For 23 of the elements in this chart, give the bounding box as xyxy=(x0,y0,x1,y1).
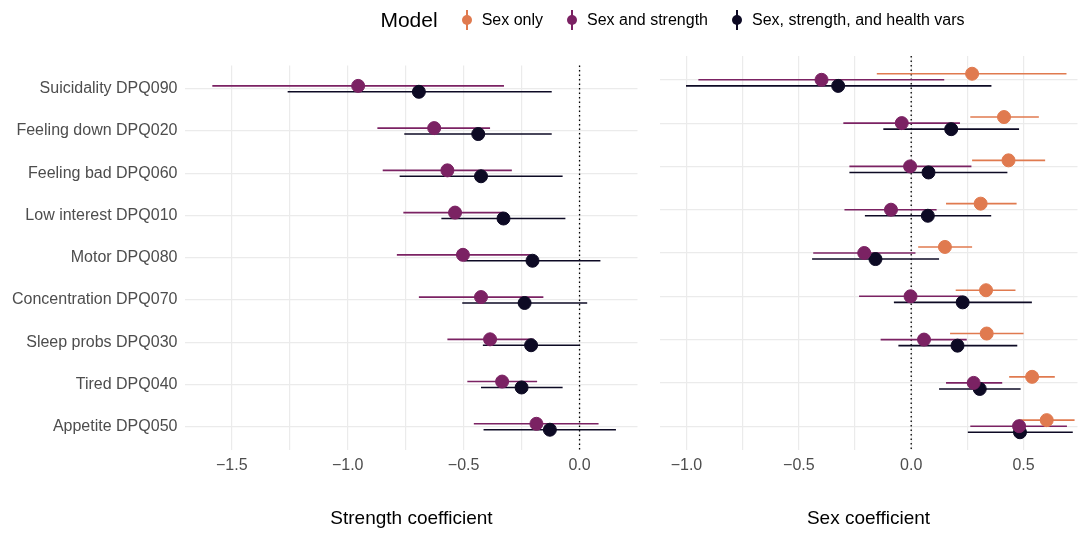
y-tick-label: Feeling bad DPQ060 xyxy=(27,163,178,181)
y-tick-label: Motor DPQ080 xyxy=(70,248,178,266)
x-tick-label: 0.0 xyxy=(568,456,591,474)
x-tick-label: 0.5 xyxy=(1012,456,1035,474)
legend-label: Sex and strength xyxy=(587,11,708,29)
y-tick-label: Low interest DPQ010 xyxy=(25,205,178,223)
y-tick-label: Suicidality DPQ090 xyxy=(39,79,178,97)
x-axis-title: Sex coefficient xyxy=(806,506,931,528)
legend-label: Sex, strength, and health vars xyxy=(751,11,965,29)
x-tick-label: −1.0 xyxy=(670,456,703,474)
y-tick-label: Sleep probs DPQ030 xyxy=(26,332,178,350)
x-tick-label: −1.5 xyxy=(216,456,248,474)
x-tick-label: −1.0 xyxy=(331,456,364,474)
legend-label: Sex only xyxy=(481,11,544,29)
y-tick-label: Tired DPQ040 xyxy=(75,374,178,392)
y-tick-label: Appetite DPQ050 xyxy=(52,417,178,435)
y-tick-label: Feeling down DPQ020 xyxy=(16,121,178,139)
x-tick-label: −0.5 xyxy=(783,456,815,474)
x-tick-label: 0.0 xyxy=(900,456,923,474)
y-tick-label: Concentration DPQ070 xyxy=(11,290,178,308)
legend-title: Model xyxy=(380,8,438,32)
x-axis-title: Strength coefficient xyxy=(330,506,494,528)
x-tick-label: −0.5 xyxy=(447,456,480,474)
